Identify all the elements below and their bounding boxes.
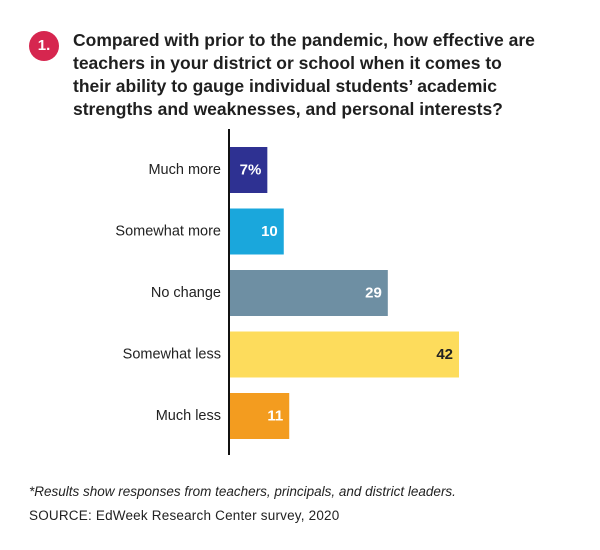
bar-no-change <box>229 270 388 316</box>
question-number-badge: 1. <box>29 31 59 61</box>
category-label: Somewhat more <box>115 224 221 240</box>
question-title: Compared with prior to the pandemic, how… <box>73 30 535 119</box>
footnote: *Results show responses from teachers, p… <box>29 484 456 499</box>
value-label: 42 <box>436 346 453 363</box>
value-label: 11 <box>267 408 283 425</box>
bar-much-less <box>229 393 290 439</box>
bar-somewhat-more <box>229 208 284 255</box>
value-label: 7% <box>240 162 262 179</box>
category-label: Somewhat less <box>123 347 221 363</box>
category-label: Much more <box>148 162 221 178</box>
bar-much-more <box>229 147 268 193</box>
value-label: 29 <box>365 285 382 302</box>
value-label: 10 <box>261 223 278 240</box>
source-note: SOURCE: EdWeek Research Center survey, 2… <box>29 508 340 523</box>
category-label: Much less <box>156 408 221 424</box>
category-label: No change <box>151 285 221 301</box>
bar-somewhat-less <box>229 331 459 378</box>
